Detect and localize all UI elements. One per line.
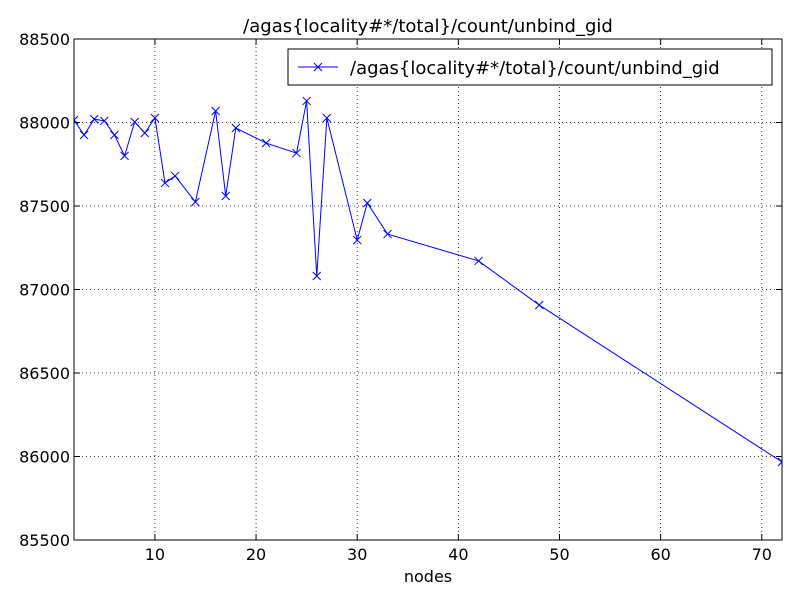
legend-label: /agas{locality#*/total}/count/unbind_gid bbox=[350, 58, 720, 79]
marker bbox=[352, 235, 362, 245]
marker bbox=[261, 138, 271, 148]
marker bbox=[110, 130, 119, 140]
legend-marker bbox=[313, 62, 323, 72]
marker bbox=[362, 198, 372, 208]
x-tick-label: 50 bbox=[549, 545, 569, 564]
y-tick-label: 86000 bbox=[19, 448, 70, 467]
marker bbox=[474, 256, 483, 266]
marker bbox=[170, 171, 180, 181]
marker bbox=[383, 229, 392, 239]
legend: /agas{locality#*/total}/count/unbind_gid bbox=[287, 48, 773, 86]
marker bbox=[302, 96, 311, 106]
legend-box bbox=[287, 48, 773, 86]
x-axis-label: nodes bbox=[404, 567, 452, 586]
marker bbox=[534, 300, 544, 310]
marker bbox=[89, 114, 99, 124]
x-tick-label: 60 bbox=[650, 545, 670, 564]
marker bbox=[211, 106, 220, 116]
x-tick-label: 70 bbox=[752, 545, 772, 564]
marker bbox=[140, 128, 150, 138]
marker bbox=[150, 113, 160, 123]
marker bbox=[191, 197, 200, 207]
y-tick-label: 88500 bbox=[19, 30, 70, 49]
x-tick-label: 20 bbox=[246, 545, 266, 564]
marker bbox=[130, 117, 140, 127]
marker bbox=[231, 123, 241, 133]
marker bbox=[777, 457, 782, 467]
marker bbox=[292, 148, 301, 158]
y-tick-label: 85500 bbox=[19, 531, 70, 550]
marker bbox=[221, 191, 231, 201]
marker bbox=[74, 115, 79, 125]
marker bbox=[322, 113, 332, 123]
x-tick-label: 30 bbox=[347, 545, 367, 564]
y-tick-label: 87000 bbox=[19, 281, 70, 300]
y-tick-label: 87500 bbox=[19, 197, 70, 216]
marker bbox=[79, 130, 89, 140]
y-tick-label: 88000 bbox=[19, 114, 70, 133]
marker bbox=[120, 151, 129, 161]
chart-title: /agas{locality#*/total}/count/unbind_gid bbox=[243, 16, 613, 37]
marker bbox=[160, 178, 170, 188]
plot-frame bbox=[73, 38, 783, 541]
y-tick-label: 86500 bbox=[19, 364, 70, 383]
x-tick-label: 40 bbox=[448, 545, 468, 564]
marker bbox=[99, 116, 109, 126]
line bbox=[74, 100, 782, 463]
x-tick-label: 10 bbox=[145, 545, 165, 564]
series bbox=[74, 96, 782, 467]
marker bbox=[312, 271, 322, 281]
